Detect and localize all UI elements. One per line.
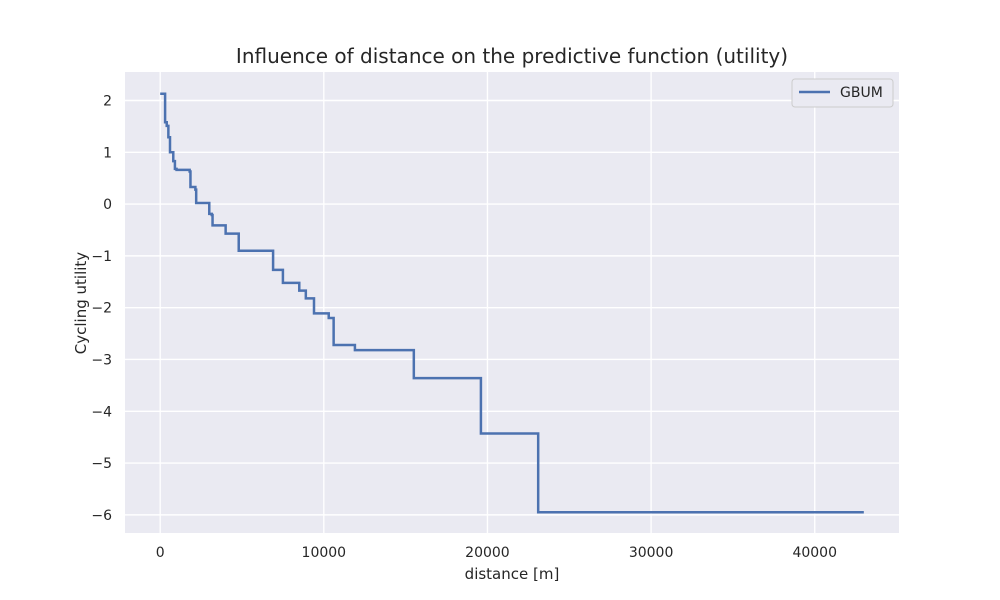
x-axis-label: distance [m] — [465, 565, 560, 583]
plot-area — [125, 72, 899, 533]
x-tick-label: 0 — [156, 545, 165, 561]
series-line-0 — [160, 92, 864, 514]
legend-box — [791, 78, 894, 108]
chart-title: Influence of distance on the predictive … — [236, 44, 788, 68]
x-axis-ticks: 0 10000 20000 30000 40000 — [156, 545, 837, 561]
y-tick-label: −4 — [91, 404, 112, 420]
y-tick-label: −6 — [91, 508, 112, 524]
series-layer — [160, 92, 864, 514]
y-tick-label: −5 — [91, 456, 112, 472]
grid-lines — [125, 72, 899, 533]
y-axis-ticks: 2 1 0 −1 −2 −3 −4 −5 −6 — [91, 93, 112, 523]
x-tick-label: 10000 — [302, 545, 347, 561]
y-tick-label: −2 — [91, 301, 112, 317]
legend-label: GBUM — [840, 85, 883, 101]
y-tick-label: 1 — [103, 145, 112, 161]
x-tick-label: 30000 — [629, 545, 674, 561]
x-tick-label: 40000 — [792, 545, 837, 561]
x-tick-label: 20000 — [465, 545, 510, 561]
legend: GBUM — [791, 78, 894, 108]
y-tick-label: 0 — [103, 197, 112, 213]
y-tick-label: −1 — [91, 249, 112, 265]
y-tick-label: 2 — [103, 93, 112, 109]
y-axis-label: Cycling utility — [72, 252, 90, 355]
y-tick-label: −3 — [91, 352, 112, 368]
